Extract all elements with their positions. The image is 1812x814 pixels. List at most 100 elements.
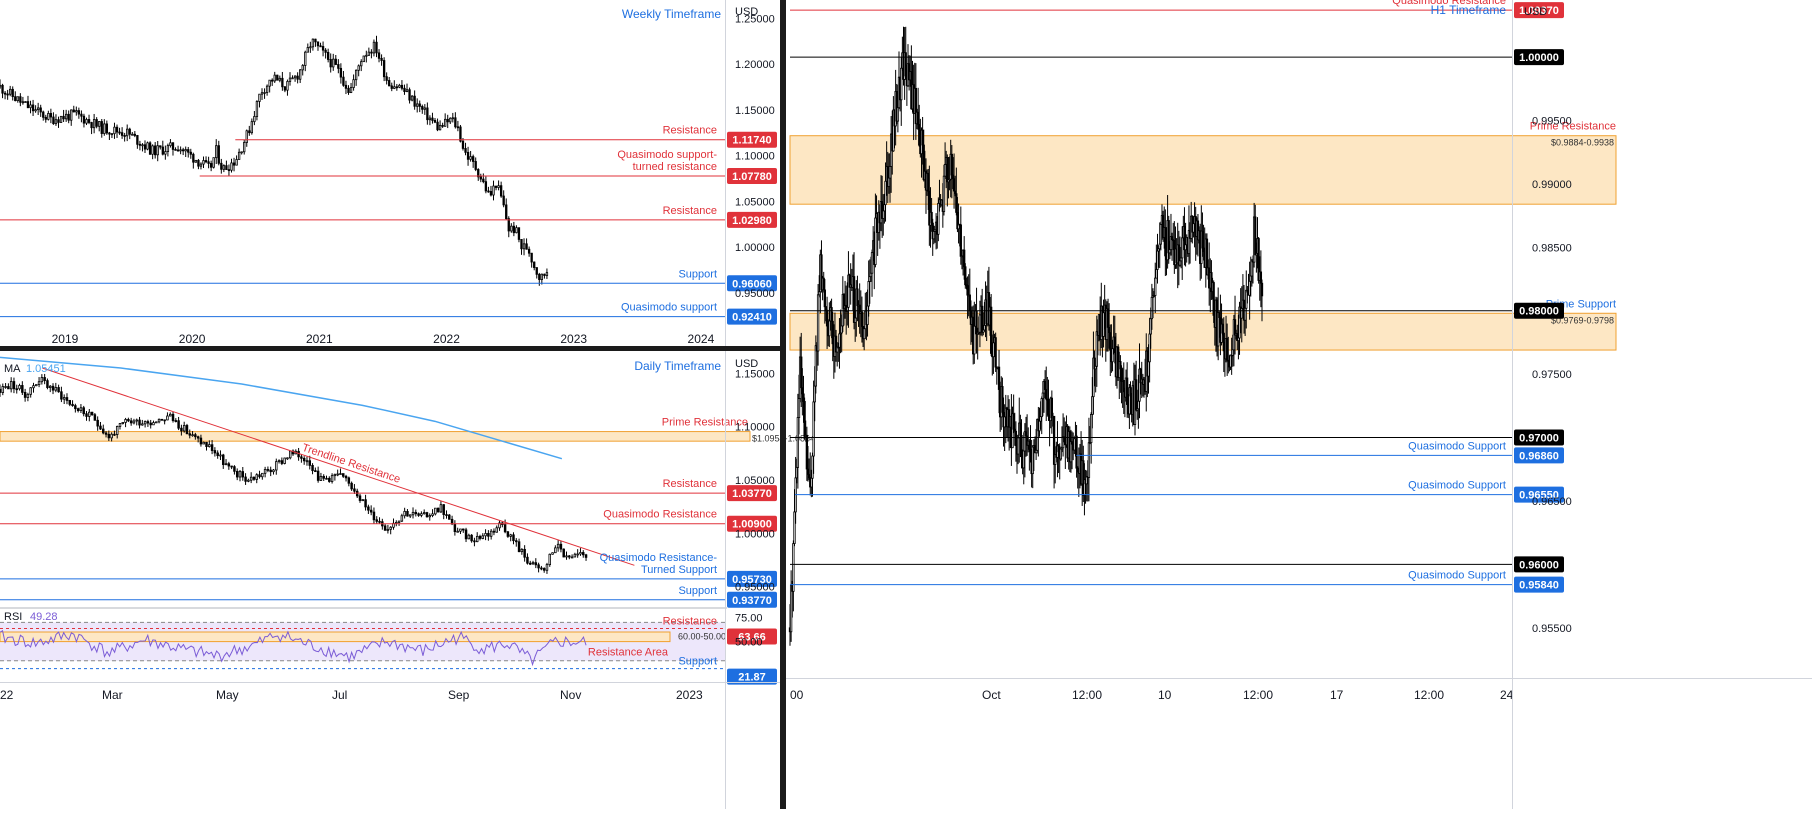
daily-candle-body [275,461,278,471]
h1-candle-body [811,455,814,479]
weekly-candle-body [344,84,348,89]
weekly-candle-body [535,267,538,275]
weekly-candle-body [260,92,264,95]
weekly-candle-body [375,41,378,54]
weekly-candle-body [222,165,226,170]
weekly-candle-body [395,86,399,89]
weekly-candle-body [0,84,2,88]
weekly-candle-body [520,239,523,250]
h1-candle-body [1150,296,1154,320]
h1-y-tick: 0.96500 [1532,496,1572,508]
daily-candle-body [233,466,236,472]
daily-candle-body [99,425,102,430]
h1-level-label: Quasimodo Support [1408,480,1506,492]
daily-candle-body [565,555,568,558]
daily-candle-body [484,533,487,537]
daily-candle-body [342,473,345,477]
h1-candle-body [1102,312,1105,337]
daily-candle-body [196,436,200,439]
weekly-candle-body [87,119,91,123]
daily-moving-average-line [0,356,563,460]
h1-candle-body [828,320,831,337]
daily-candle-body [224,463,228,466]
daily-candle-body [436,507,440,513]
h1-candle-body [869,272,873,278]
weekly-candle-body [283,86,287,91]
weekly-candle-body [352,79,355,88]
daily-candle-body [498,522,501,529]
h1-candle-body [973,325,976,355]
weekly-candle-body [444,118,447,127]
h1-candle-body [1024,431,1028,437]
h1-candle-body [796,417,800,468]
h1-price-tag-box [1514,302,1564,319]
weekly-candle-body [44,116,47,120]
weekly-candle-body [174,149,177,151]
weekly-candle-body [47,113,50,120]
weekly-candle-body [98,121,101,127]
daily-price-tag: 0.93770 [732,595,772,607]
h1-candle-body [860,311,864,327]
h1-candle-body [824,306,828,311]
weekly-candle-body [367,51,371,56]
weekly-candle-body [123,135,126,137]
weekly-candle-body [372,41,376,54]
weekly-candle-body [527,248,531,254]
h1-candle-body [981,305,984,333]
h1-candle-body [955,193,958,213]
rsi-level-label: Resistance [663,615,717,627]
h1-candle-body [1014,430,1018,447]
h1-candle-body [1137,400,1140,410]
h1-y-tick: 0.98500 [1532,242,1572,254]
daily-candle-body [146,421,150,424]
daily-candle-body [82,407,85,415]
daily-candle-body [442,504,445,515]
h1-candle-body [1069,441,1073,463]
weekly-candle-body [438,124,442,131]
weekly-y-tick: 0.95000 [735,288,775,300]
rsi-y-tick: 75.00 [735,613,763,625]
daily-candle-body [230,465,233,468]
daily-candle-body [247,479,250,482]
h1-price-tag-box [1514,447,1564,464]
daily-y-tick: 1.10000 [735,422,775,434]
h1-candle-body [1222,332,1225,352]
weekly-candle-body [103,123,106,134]
daily-candle-body [18,385,21,390]
h1-candle-body [1087,442,1091,478]
h1-candle-body [1047,398,1050,416]
daily-candle-body [213,450,217,454]
daily-candle-body [208,444,211,447]
daily-candle-body [556,543,560,549]
weekly-level-label: Resistance [663,205,717,217]
weekly-candles [0,35,549,286]
h1-candle-body [983,324,986,331]
daily-candle-body [37,381,41,385]
daily-prime-resistance-zone [0,431,751,442]
daily-candle-body [0,388,2,393]
weekly-candle-body [184,149,187,152]
daily-zone-label: Prime Resistance [662,417,748,429]
h1-currency: USD [1524,6,1547,18]
daily-candle-body [288,450,292,459]
daily-candle-body [431,513,434,516]
weekly-candle-body [418,103,421,107]
weekly-candle-body [421,106,424,110]
weekly-price-tag: 0.92410 [732,312,772,324]
weekly-price-tag: 1.02980 [732,215,772,227]
daily-candle-body [311,465,314,472]
daily-candle-body [205,441,208,447]
weekly-candle-body [533,261,536,268]
daily-candle-body [579,552,582,555]
weekly-candle-body [248,130,251,134]
daily-candle-body [464,529,468,540]
weekly-candle-body [474,161,477,170]
weekly-candle-body [197,159,200,167]
weekly-candle-body [209,163,213,168]
h1-candle-body [1038,420,1041,432]
h1-candle-body [797,398,801,418]
rsi-label: RSI [4,611,22,623]
weekly-candle-body [220,162,223,170]
h1-candle-body [1075,435,1078,469]
weekly-candle-body [321,46,325,51]
